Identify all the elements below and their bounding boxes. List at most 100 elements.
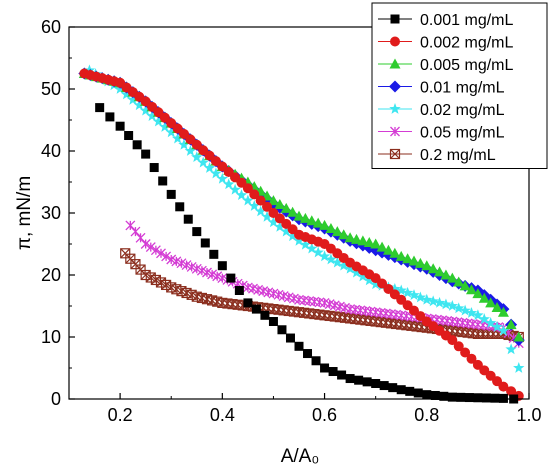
data-point (280, 202, 292, 213)
data-point (338, 229, 350, 240)
data-point (150, 274, 161, 286)
data-point (210, 167, 222, 179)
data-point (318, 250, 331, 262)
data-point (370, 238, 382, 249)
legend-marker (390, 14, 400, 24)
data-point (260, 310, 270, 320)
data-point (146, 110, 158, 121)
data-point (286, 230, 299, 242)
data-point (285, 333, 295, 343)
legend-label: 0.05 mg/mL (420, 125, 505, 142)
data-point (235, 189, 248, 201)
data-point (254, 205, 267, 217)
data-point (95, 103, 105, 113)
data-point (312, 217, 324, 228)
y-tick-label: 50 (41, 79, 61, 99)
y-tick-label: 60 (41, 17, 61, 37)
legend-label: 0.001 mg/mL (420, 12, 513, 29)
data-point (427, 295, 439, 307)
data-point (459, 304, 471, 316)
data-point (299, 212, 311, 223)
data-point (453, 341, 464, 352)
data-point (421, 293, 433, 305)
data-point (203, 162, 216, 173)
legend-marker (389, 58, 401, 69)
data-point (261, 210, 273, 222)
data-point (267, 216, 280, 228)
data-point (155, 277, 167, 288)
data-point (395, 284, 407, 296)
legend-item: 0.005 mg/mL (378, 57, 513, 74)
legend: 0.001 mg/mL 0.002 mg/mL 0.005 mg/mL 0.01 mg… (371, 2, 548, 169)
data-point (132, 140, 142, 150)
data-point (351, 233, 362, 244)
data-point (183, 214, 193, 224)
data-point (498, 381, 509, 392)
data-point (159, 120, 171, 132)
data-point (223, 178, 235, 190)
data-point (376, 241, 388, 252)
data-point (498, 393, 508, 403)
data-point (202, 267, 212, 278)
data-point (280, 225, 292, 237)
data-point (186, 261, 197, 272)
data-point (299, 238, 312, 250)
data-point (268, 317, 278, 326)
data-point (513, 362, 525, 373)
data-point (331, 256, 344, 268)
data-point (140, 239, 151, 249)
data-point (395, 250, 407, 261)
x-axis-ticks: 0.2 0.4 0.6 0.8 1.0 (68, 393, 542, 425)
data-point (125, 220, 136, 231)
data-point (216, 172, 229, 184)
data-point (345, 374, 355, 384)
data-point (226, 273, 236, 283)
data-point (472, 328, 483, 339)
data-point (306, 242, 318, 254)
legend-marker (390, 36, 400, 47)
data-point (465, 306, 478, 318)
data-point (453, 302, 465, 314)
data-point (249, 189, 260, 200)
legend-label: 0.002 mg/mL (420, 35, 513, 52)
data-point (141, 149, 151, 159)
legend-item: 0.002 mg/mL (378, 35, 513, 52)
data-point (320, 363, 330, 373)
series-0-001-mg-mL (95, 103, 519, 404)
data-point (217, 273, 228, 284)
legend-item: 0.2 mg/mL (378, 147, 496, 164)
data-point (369, 278, 382, 290)
data-point (251, 304, 261, 314)
series-0-002-mg-mL (79, 68, 524, 401)
data-point (446, 272, 458, 283)
data-point (337, 370, 347, 380)
data-point (83, 64, 96, 76)
data-point (460, 347, 471, 358)
data-point (491, 302, 503, 313)
data-point (156, 248, 166, 259)
data-point (483, 328, 494, 339)
data-point (481, 393, 491, 403)
data-point (115, 121, 125, 131)
data-point (350, 266, 363, 278)
legend-marker (389, 103, 401, 114)
data-point (184, 145, 197, 156)
data-point (139, 104, 152, 116)
data-point (255, 195, 266, 206)
data-point (464, 393, 474, 403)
legend-marker (389, 80, 401, 93)
data-point (427, 263, 439, 274)
data-point (293, 234, 305, 246)
data-point (421, 260, 433, 271)
legend-item: 0.02 mg/mL (378, 102, 505, 119)
data-point (277, 325, 287, 335)
y-tick-label: 30 (41, 203, 61, 223)
legend-marker (390, 126, 400, 137)
data-point (453, 276, 465, 287)
data-point (192, 227, 202, 237)
data-point (497, 306, 509, 317)
legend-label: 0.005 mg/mL (420, 57, 513, 74)
data-point (191, 151, 203, 163)
data-point (200, 238, 210, 248)
